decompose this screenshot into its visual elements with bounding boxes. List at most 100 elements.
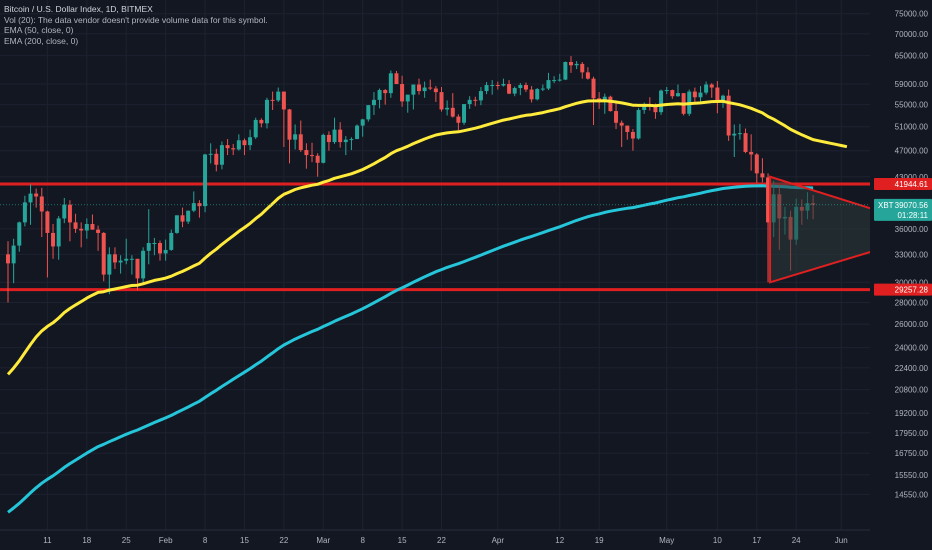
x-tick-label: 8 <box>203 536 208 545</box>
candle-body <box>349 139 354 141</box>
candle-body <box>281 91 286 110</box>
candle-body <box>62 204 67 219</box>
candle <box>619 120 624 147</box>
y-tick-label: 28000.00 <box>895 298 929 307</box>
candle <box>630 129 635 151</box>
candle <box>659 89 664 115</box>
candle-body <box>754 154 759 174</box>
candle-body <box>760 173 765 178</box>
candle-body <box>101 232 106 275</box>
y-tick-label: 65000.00 <box>895 52 929 61</box>
volume-legend[interactable]: Vol (20): The data vendor doesn't provid… <box>4 14 268 25</box>
candle <box>388 70 393 98</box>
ema200-legend[interactable]: EMA (200, close, 0) <box>4 35 79 46</box>
candle-body <box>203 154 208 207</box>
candle-body <box>96 229 101 233</box>
candle-body <box>563 62 568 80</box>
candle <box>698 86 703 103</box>
candle <box>670 89 675 99</box>
candle <box>709 83 714 98</box>
candle <box>754 153 759 183</box>
candle-body <box>709 84 714 88</box>
candle <box>191 191 196 213</box>
candle-body <box>732 133 737 136</box>
candle-body <box>704 84 709 93</box>
candle <box>208 143 213 164</box>
candle-body <box>659 90 664 113</box>
candle-body <box>433 88 438 93</box>
x-axis-bg <box>0 530 932 550</box>
candle-body <box>129 258 134 260</box>
candle <box>315 153 320 177</box>
candle-body <box>445 107 450 110</box>
candle-body <box>253 119 258 138</box>
candle-body <box>276 91 281 101</box>
candle-body <box>191 203 196 211</box>
candle <box>574 61 579 70</box>
candle-body <box>158 243 163 254</box>
level-tag <box>874 178 932 191</box>
candle-body <box>557 79 562 81</box>
candle-body <box>146 243 151 251</box>
candle-body <box>332 129 337 143</box>
candle-body <box>338 129 343 143</box>
candle-body <box>507 84 512 94</box>
candle <box>6 241 10 303</box>
candle <box>281 91 286 147</box>
candle-body <box>56 218 61 247</box>
candle-body <box>552 80 557 82</box>
candle <box>760 158 765 183</box>
candle <box>259 118 264 128</box>
candle-body <box>360 119 365 126</box>
x-tick-label: 10 <box>713 536 722 545</box>
y-axis: 75000.00 70000.00 65000.00 59000.00 55000.00… <box>870 0 932 550</box>
candle <box>507 80 512 95</box>
candle-body <box>264 99 269 124</box>
candle <box>270 91 275 110</box>
candle-body <box>467 99 472 105</box>
candle <box>484 82 489 95</box>
candle-body <box>326 134 331 143</box>
candle-body <box>726 95 731 136</box>
candle-body <box>186 210 191 222</box>
candle <box>45 210 50 278</box>
candle <box>478 87 483 106</box>
candle-body <box>259 119 264 124</box>
candle-body <box>721 95 726 101</box>
candle-body <box>462 104 467 123</box>
candle <box>39 187 44 238</box>
candle-body <box>152 243 157 245</box>
candle-body <box>45 211 50 233</box>
candle <box>112 247 117 269</box>
candle <box>495 81 500 90</box>
candles <box>6 56 816 303</box>
candle-body <box>174 215 179 233</box>
candle <box>332 117 337 144</box>
candle <box>197 200 202 218</box>
candle-body <box>766 177 771 223</box>
candle <box>236 134 241 151</box>
candle <box>124 238 129 265</box>
candle-body <box>118 260 123 263</box>
candle-body <box>310 155 315 157</box>
candle-body <box>366 105 371 120</box>
candle <box>186 210 191 224</box>
y-tick-label: 43000.00 <box>895 173 929 182</box>
candle-body <box>692 91 697 98</box>
horizontal-levels[interactable] <box>0 182 870 292</box>
candle <box>129 255 134 275</box>
candle-body <box>540 88 545 90</box>
candle <box>304 143 309 169</box>
candle <box>298 120 303 152</box>
symbol-title[interactable]: Bitcoin / U.S. Dollar Index, 1D, BITMEX <box>4 4 153 14</box>
candle <box>377 88 382 109</box>
candle <box>585 67 590 80</box>
y-tick-label: 22400.00 <box>895 364 929 373</box>
x-tick-label: Feb <box>159 536 173 545</box>
candle <box>523 82 528 93</box>
x-tick-label: Apr <box>492 536 505 545</box>
candle <box>580 62 585 79</box>
x-tick-label: 12 <box>555 536 564 545</box>
ema50-legend[interactable]: EMA (50, close, 0) <box>4 25 74 36</box>
